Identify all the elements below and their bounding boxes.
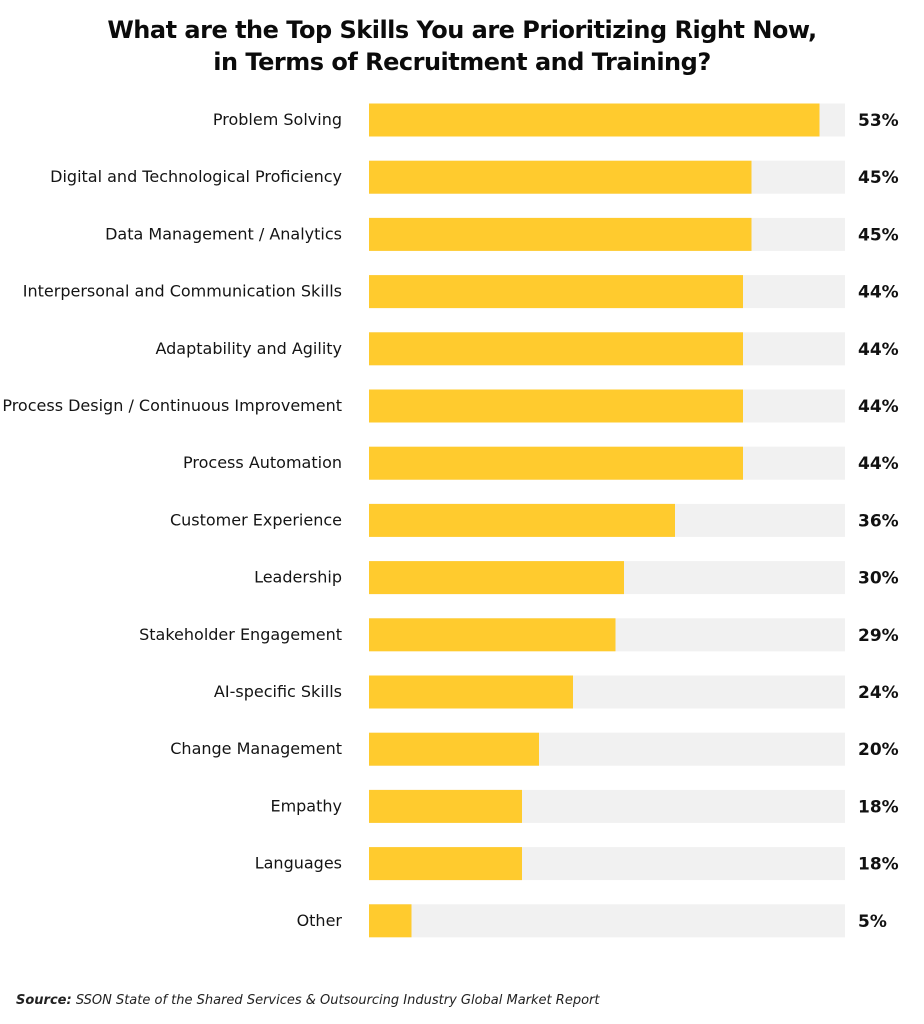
bar — [369, 675, 573, 709]
value-label: 44% — [858, 340, 899, 360]
category-label: Digital and Technological Proficiency — [50, 167, 342, 186]
bar-row: Customer Experience 36% — [170, 503, 899, 537]
bar — [369, 904, 412, 938]
bar — [369, 217, 752, 251]
value-label: 44% — [858, 454, 899, 474]
bar-row: Process Automation 44% — [183, 446, 899, 480]
value-label: 18% — [858, 855, 899, 875]
bar-row: Empathy 18% — [270, 789, 899, 823]
value-label: 24% — [858, 683, 899, 703]
bar-row: Change Management 20% — [170, 732, 899, 766]
category-label: Customer Experience — [170, 510, 342, 529]
bar-row: Digital and Technological Proficiency 45% — [50, 160, 899, 194]
chart-title-line-2: in Terms of Recruitment and Training? — [213, 48, 711, 76]
value-label: 18% — [858, 797, 899, 817]
bar-row: Interpersonal and Communication Skills 44… — [23, 275, 899, 309]
category-label: Stakeholder Engagement — [139, 625, 342, 644]
bar — [369, 389, 743, 423]
bar-row: AI-specific Skills 24% — [214, 675, 899, 709]
category-label: Leadership — [254, 568, 342, 587]
bar — [369, 847, 522, 881]
bar — [369, 103, 820, 137]
bar — [369, 160, 752, 194]
chart-title: What are the Top Skills You are Prioriti… — [0, 14, 924, 78]
category-label: Adaptability and Agility — [155, 339, 342, 358]
bar — [369, 332, 743, 366]
category-label: Change Management — [170, 739, 342, 758]
chart-title-line-1: What are the Top Skills You are Prioriti… — [107, 16, 817, 44]
bar — [369, 618, 616, 652]
value-label: 30% — [858, 569, 899, 589]
bar-row: Languages 18% — [255, 847, 899, 881]
bar-row: Adaptability and Agility 44% — [155, 332, 899, 366]
value-label: 36% — [858, 511, 899, 531]
category-label: AI-specific Skills — [214, 682, 342, 701]
bar-row: Problem Solving 53% — [213, 103, 899, 137]
value-label: 5% — [858, 912, 887, 932]
bar-row: Data Management / Analytics 45% — [105, 217, 899, 251]
bar-track — [369, 904, 845, 938]
source-label: Source: — [16, 993, 72, 1008]
category-label: Empathy — [270, 796, 342, 815]
bar — [369, 561, 624, 595]
value-label: 20% — [858, 740, 899, 760]
bar-row: Process Design / Continuous Improvement 4… — [2, 389, 899, 423]
category-label: Problem Solving — [213, 110, 342, 129]
category-label: Languages — [255, 854, 342, 873]
bar-row: Other 5% — [297, 904, 887, 938]
value-label: 29% — [858, 626, 899, 646]
category-label: Process Automation — [183, 453, 342, 472]
source-text: SSON State of the Shared Services & Outs… — [75, 993, 600, 1008]
category-label: Other — [297, 911, 343, 930]
bar-row: Leadership 30% — [254, 561, 899, 595]
bar — [369, 446, 743, 480]
value-label: 44% — [858, 283, 899, 303]
bar — [369, 503, 675, 537]
value-label: 44% — [858, 397, 899, 417]
bar — [369, 275, 743, 309]
bar — [369, 789, 522, 823]
category-label: Interpersonal and Communication Skills — [23, 282, 342, 301]
bar-row: Stakeholder Engagement 29% — [139, 618, 899, 652]
bar — [369, 732, 539, 766]
value-label: 45% — [858, 225, 899, 245]
category-label: Process Design / Continuous Improvement — [2, 396, 342, 415]
value-label: 45% — [858, 168, 899, 188]
category-label: Data Management / Analytics — [105, 224, 342, 243]
source-note: Source: SSON State of the Shared Service… — [16, 993, 599, 1008]
value-label: 53% — [858, 111, 899, 131]
